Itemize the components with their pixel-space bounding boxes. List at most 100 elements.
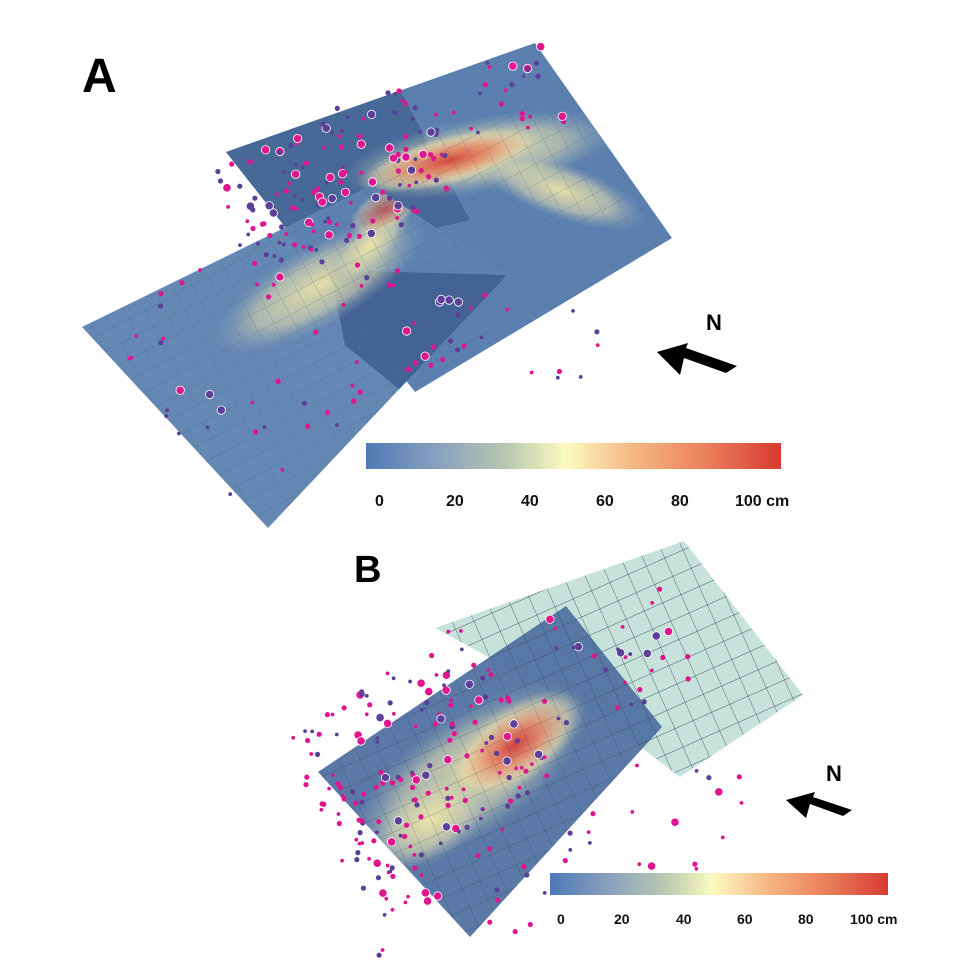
panel-b: B N 0 20 xyxy=(291,541,897,958)
earthquake-dot xyxy=(165,408,170,413)
earthquake-dot xyxy=(393,816,403,826)
earthquake-dot xyxy=(637,862,642,867)
earthquake-dot xyxy=(442,683,446,688)
earthquake-dot xyxy=(294,207,299,211)
earthquake-dot xyxy=(429,654,434,658)
earthquake-dot xyxy=(262,425,267,429)
earthquake-dot xyxy=(356,233,362,239)
earthquake-dot xyxy=(380,189,386,195)
earthquake-dot xyxy=(390,907,395,912)
earthquake-dot xyxy=(474,695,484,705)
earthquake-dot xyxy=(338,179,344,185)
earthquake-dot xyxy=(375,830,379,835)
earthquake-dot xyxy=(325,410,331,416)
earthquake-dot xyxy=(340,128,344,133)
earthquake-dot xyxy=(335,780,341,787)
earthquake-dot xyxy=(494,887,500,893)
earthquake-dot xyxy=(650,668,654,673)
earthquake-dot xyxy=(556,716,561,721)
earthquake-dot xyxy=(161,336,166,341)
earthquake-dot xyxy=(252,260,258,266)
earthquake-dot xyxy=(403,146,409,152)
earthquake-dot xyxy=(420,888,430,898)
earthquake-dot xyxy=(348,201,353,205)
earthquake-dot xyxy=(464,679,475,689)
earthquake-dot xyxy=(414,180,419,185)
earthquake-dot xyxy=(330,130,334,135)
earthquake-dot xyxy=(594,329,600,335)
earthquake-dot xyxy=(380,772,390,783)
earthquake-dot xyxy=(292,194,297,199)
panel-a-earthquake-dots xyxy=(127,42,600,496)
earthquake-dot xyxy=(554,646,559,650)
earthquake-dot xyxy=(386,195,393,201)
earthquake-dot xyxy=(524,790,531,796)
earthquake-dot xyxy=(357,389,363,395)
scale-tick: 80 xyxy=(798,911,814,927)
earthquake-dot xyxy=(442,152,448,159)
earthquake-dot xyxy=(334,222,339,227)
earthquake-dot xyxy=(461,787,466,792)
earthquake-dot xyxy=(360,885,366,891)
earthquake-dot xyxy=(478,91,482,96)
earthquake-dot xyxy=(536,42,546,52)
scale-tick: 80 xyxy=(671,493,689,510)
earthquake-dot xyxy=(562,858,568,864)
earthquake-dot xyxy=(386,282,392,288)
earthquake-dot xyxy=(370,218,376,224)
earthquake-dot xyxy=(304,774,310,780)
scale-tick: 0 xyxy=(557,911,565,927)
earthquake-dot xyxy=(337,134,342,139)
earthquake-dot xyxy=(229,161,235,167)
earthquake-dot xyxy=(264,201,274,211)
earthquake-dot xyxy=(500,827,505,832)
earthquake-dot xyxy=(279,224,285,230)
earthquake-dot xyxy=(267,232,273,239)
earthquake-dot xyxy=(482,292,488,298)
earthquake-dot xyxy=(413,724,418,729)
earthquake-dot xyxy=(278,257,284,263)
panel-b-earthquake-dots xyxy=(291,586,744,958)
earthquake-dot xyxy=(324,230,334,240)
earthquake-dot xyxy=(453,297,463,307)
earthquake-dot xyxy=(287,181,292,186)
earthquake-dot xyxy=(364,693,369,698)
earthquake-dot xyxy=(414,208,420,214)
earthquake-dot xyxy=(305,423,311,429)
earthquake-dot xyxy=(484,741,489,745)
earthquake-dot xyxy=(127,356,132,361)
earthquake-dot xyxy=(433,112,438,117)
earthquake-dot xyxy=(387,700,393,706)
earthquake-dot xyxy=(375,875,381,881)
earthquake-dot xyxy=(495,897,501,903)
earthquake-dot xyxy=(275,272,285,282)
earthquake-dot xyxy=(391,283,396,288)
earthquake-dot xyxy=(216,405,226,415)
earthquake-dot xyxy=(284,232,289,237)
earthquake-dot xyxy=(314,186,320,192)
earthquake-dot xyxy=(392,711,396,716)
earthquake-dot xyxy=(436,714,446,724)
earthquake-dot xyxy=(382,913,387,917)
earthquake-dot xyxy=(355,850,361,856)
earthquake-dot xyxy=(426,174,432,180)
earthquake-dot xyxy=(418,149,428,159)
earthquake-dot xyxy=(367,702,373,708)
earthquake-dot xyxy=(525,66,531,72)
earthquake-dot xyxy=(395,151,401,158)
earthquake-dot xyxy=(245,219,250,224)
earthquake-dot xyxy=(557,111,567,121)
earthquake-dot xyxy=(364,275,370,281)
earthquake-dot xyxy=(353,800,359,806)
earthquake-dot xyxy=(175,385,185,395)
earthquake-dot xyxy=(291,735,296,740)
earthquake-dot xyxy=(372,858,382,868)
earthquake-dot xyxy=(620,625,625,629)
earthquake-dot xyxy=(350,383,355,388)
earthquake-dot xyxy=(357,841,362,846)
earthquake-dot xyxy=(158,303,164,309)
earthquake-dot xyxy=(389,865,395,871)
earthquake-dot xyxy=(595,343,600,347)
earthquake-dot xyxy=(488,734,495,741)
earthquake-dot xyxy=(340,187,350,197)
